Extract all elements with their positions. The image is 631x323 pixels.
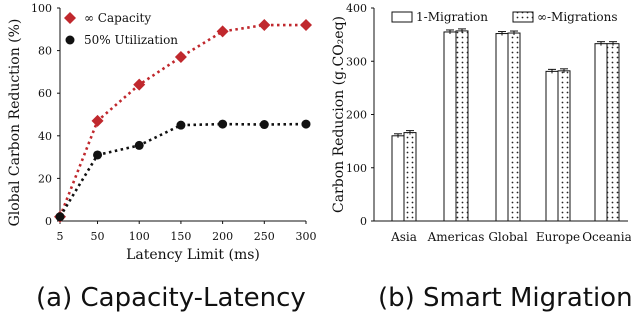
y-tick-label: 100	[346, 162, 367, 175]
y-tick-label: 0	[360, 215, 367, 228]
legend-swatch-infinite-migrations	[512, 11, 534, 23]
x-tick-label: 5	[57, 230, 64, 243]
caption-smart-migration: (b) Smart Migration	[378, 283, 631, 313]
category-label: Global	[488, 230, 527, 244]
x-tick-label: 200	[212, 230, 233, 243]
bar-europe-infinite-migrations	[557, 70, 571, 222]
category-label: Europe	[536, 230, 580, 244]
x-axis-label: Latency Limit (ms)	[126, 247, 260, 263]
data-point-diamond	[216, 25, 229, 38]
x-tick-label: 100	[129, 230, 150, 243]
bar-global-infinite-migrations	[507, 32, 521, 222]
data-point-circle	[218, 119, 228, 129]
legend-label: 50% Utilization	[84, 33, 178, 47]
data-point-circle	[93, 150, 103, 160]
data-point-diamond	[174, 50, 187, 63]
y-tick-label: 40	[38, 130, 52, 143]
data-point-circle	[301, 119, 311, 129]
data-point-circle	[55, 212, 65, 222]
data-point-diamond	[91, 114, 104, 127]
bar-oceania-infinite-migrations	[606, 43, 620, 222]
y-axis-label: Global Carbon Reduction (%)	[7, 19, 23, 227]
x-tick-label: 150	[170, 230, 191, 243]
legend-swatch-one-migration	[391, 11, 413, 23]
category-label: Americas	[427, 230, 485, 244]
y-tick-label: 60	[38, 87, 52, 100]
x-tick-label: 300	[296, 230, 317, 243]
bar-oceania-one-migration	[594, 43, 608, 222]
bar-global-one-migration	[495, 33, 509, 222]
bar-americas-one-migration	[443, 31, 457, 222]
bar-asia-infinite-migrations	[403, 132, 417, 222]
y-tick-label: 400	[346, 2, 367, 15]
legend-label: ∞ Capacity	[84, 11, 151, 25]
x-tick-label: 50	[91, 230, 105, 243]
data-point-diamond	[300, 19, 312, 32]
x-tick-label: 250	[254, 230, 275, 243]
y-tick-label: 80	[38, 45, 52, 58]
bar-europe-one-migration	[545, 70, 559, 222]
y-tick-label: 100	[31, 2, 52, 15]
y-tick-label: 300	[346, 55, 367, 68]
caption-capacity-latency: (a) Capacity-Latency	[36, 283, 306, 313]
legend-marker-circle	[65, 35, 75, 45]
data-point-diamond	[133, 78, 146, 91]
legend-marker-diamond	[64, 12, 76, 24]
bar-americas-infinite-migrations	[455, 30, 469, 222]
data-point-circle	[134, 140, 144, 150]
legend-label: ∞-Migrations	[537, 10, 618, 24]
data-point-circle	[176, 120, 186, 130]
data-point-circle	[259, 120, 269, 130]
y-axis-label: Carbon Reducion (g.CO₂eq)	[331, 16, 347, 213]
y-tick-label: 0	[45, 215, 52, 228]
legend-label: 1-Migration	[416, 10, 488, 24]
series-line-utilization-50	[58, 122, 307, 218]
y-tick-label: 200	[346, 109, 367, 122]
category-label: Asia	[390, 230, 417, 244]
data-point-diamond	[258, 19, 271, 32]
category-label: Oceania	[582, 230, 631, 244]
y-tick-label: 20	[38, 172, 52, 185]
bar-asia-one-migration	[391, 135, 405, 222]
